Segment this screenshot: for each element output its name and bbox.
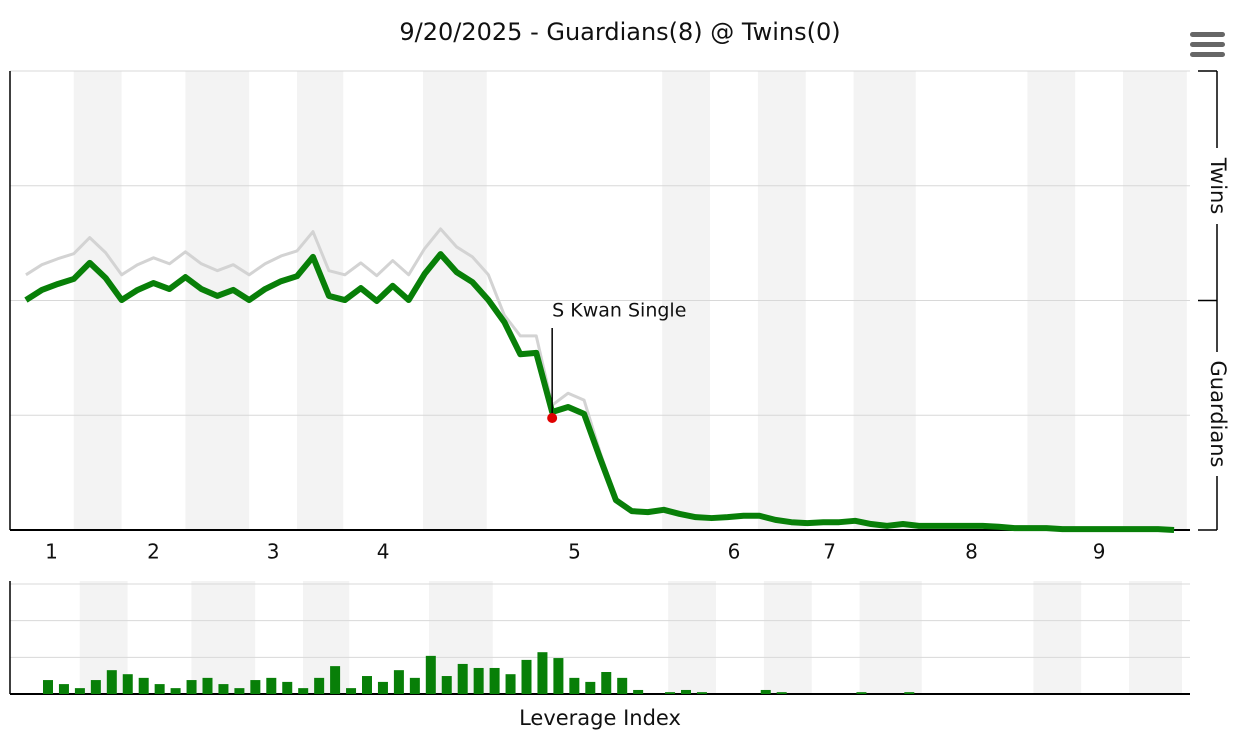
leverage-bar (298, 688, 309, 694)
leverage-bar (457, 663, 468, 694)
inning-band (79, 581, 128, 694)
inning-band (303, 581, 350, 694)
leverage-bar (346, 688, 357, 694)
leverage-bar (473, 667, 484, 694)
leverage-bar (170, 688, 181, 694)
leverage-bar (904, 692, 915, 694)
win-probability-line (24, 251, 1175, 533)
side-label: Guardians (1206, 361, 1230, 468)
leverage-bar (665, 692, 676, 694)
leverage-bar (776, 692, 787, 694)
annotation-point (547, 413, 558, 424)
leverage-bar (266, 677, 277, 694)
leverage-bar (505, 674, 516, 694)
side-label: Twins (1206, 157, 1230, 215)
leverage-bar (537, 652, 548, 694)
leverage-bar (43, 680, 53, 694)
inning-band (763, 581, 812, 694)
leverage-bar (409, 677, 420, 694)
inning-label: 7 (823, 540, 836, 564)
inning-label: 3 (267, 540, 280, 564)
leverage-bar (106, 670, 117, 694)
leverage-bar (250, 680, 261, 694)
leverage-bar (58, 684, 69, 694)
leverage-bar (569, 677, 580, 694)
leverage-bar (377, 681, 388, 694)
inning-label: 5 (568, 540, 581, 564)
menu-bar[interactable] (1190, 52, 1225, 57)
leverage-bar (74, 688, 85, 694)
leverage-bar (425, 655, 436, 694)
menu-icon[interactable] (1190, 32, 1225, 57)
menu-bar[interactable] (1190, 32, 1225, 37)
leverage-bar (282, 681, 293, 694)
inning-band (1129, 581, 1182, 694)
leverage-bar (553, 658, 564, 694)
leverage-bar (585, 681, 596, 694)
leverage-bar (186, 680, 197, 694)
leverage-bar (218, 684, 229, 694)
inning-band (668, 581, 717, 694)
inning-label: 6 (728, 540, 741, 564)
inning-label: 8 (965, 540, 978, 564)
inning-label: 1 (45, 540, 58, 564)
inning-label: 4 (377, 540, 390, 564)
inning-label: 9 (1093, 540, 1106, 564)
leverage-bar (202, 677, 213, 694)
menu-bar[interactable] (1190, 42, 1225, 47)
leverage-bar (154, 684, 165, 694)
leverage-bar (617, 677, 628, 694)
leverage-bar (441, 676, 452, 694)
leverage-bar (633, 689, 644, 694)
leverage-bar (138, 677, 149, 694)
leverage-bar (521, 659, 532, 694)
leverage-bar (330, 666, 341, 694)
chart-title: 9/20/2025 - Guardians(8) @ Twins(0) (399, 18, 840, 46)
leverage-bar (601, 672, 612, 694)
leverage-bar (681, 689, 691, 694)
leverage-bar (234, 688, 245, 694)
leverage-bar (314, 677, 325, 694)
leverage-bar (696, 692, 707, 694)
leverage-bar (362, 676, 372, 694)
inning-band (191, 581, 256, 694)
leverage-bar (90, 680, 101, 694)
x-axis-label: Leverage Index (519, 706, 681, 730)
leverage-bar (393, 670, 404, 694)
leverage-bar (489, 667, 500, 694)
inning-band (1033, 581, 1082, 694)
inning-label: 2 (147, 540, 160, 564)
leverage-bar (122, 674, 133, 694)
leverage-bar (856, 692, 867, 694)
inning-band (859, 581, 922, 694)
annotation-label: S Kwan Single (552, 300, 686, 322)
leverage-bar (760, 689, 771, 694)
